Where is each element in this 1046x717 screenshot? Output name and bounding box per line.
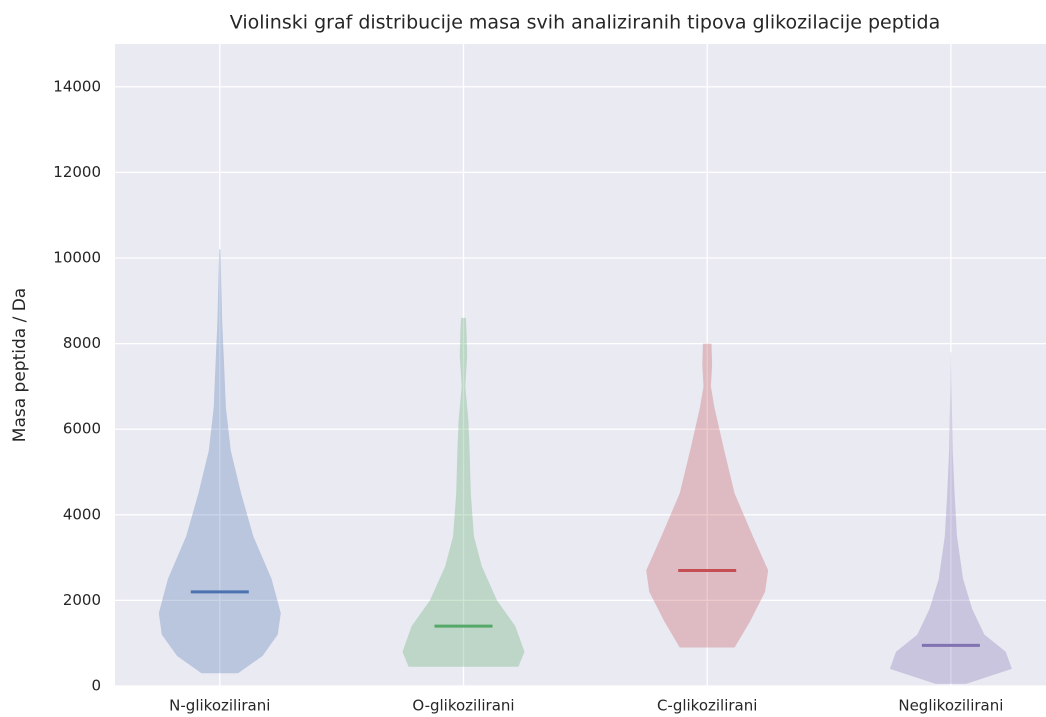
plot-area: [115, 44, 1046, 686]
violin: [646, 343, 769, 648]
x-tick-label: N-glikozilirani: [169, 697, 270, 715]
x-tick-label: Neglikozilirani: [898, 697, 1003, 715]
x-tick-label: O-glikozilirani: [412, 697, 514, 715]
chart-title: Violinski graf distribucije masa svih an…: [230, 12, 940, 34]
x-tick-label: C-glikozilirani: [657, 697, 757, 715]
y-tick-label: 12000: [53, 163, 101, 181]
y-tick-label: 8000: [63, 334, 101, 352]
violin: [402, 317, 525, 667]
violin: [158, 249, 281, 674]
y-tick-label: 4000: [63, 505, 101, 523]
violin: [889, 352, 1012, 684]
y-tick-label: 2000: [63, 591, 101, 609]
y-tick-label: 0: [91, 677, 101, 695]
y-tick-label: 10000: [53, 249, 101, 267]
y-axis-label: Masa peptida / Da: [10, 288, 30, 442]
y-tick-label: 14000: [53, 77, 101, 95]
y-tick-label: 6000: [63, 420, 101, 438]
